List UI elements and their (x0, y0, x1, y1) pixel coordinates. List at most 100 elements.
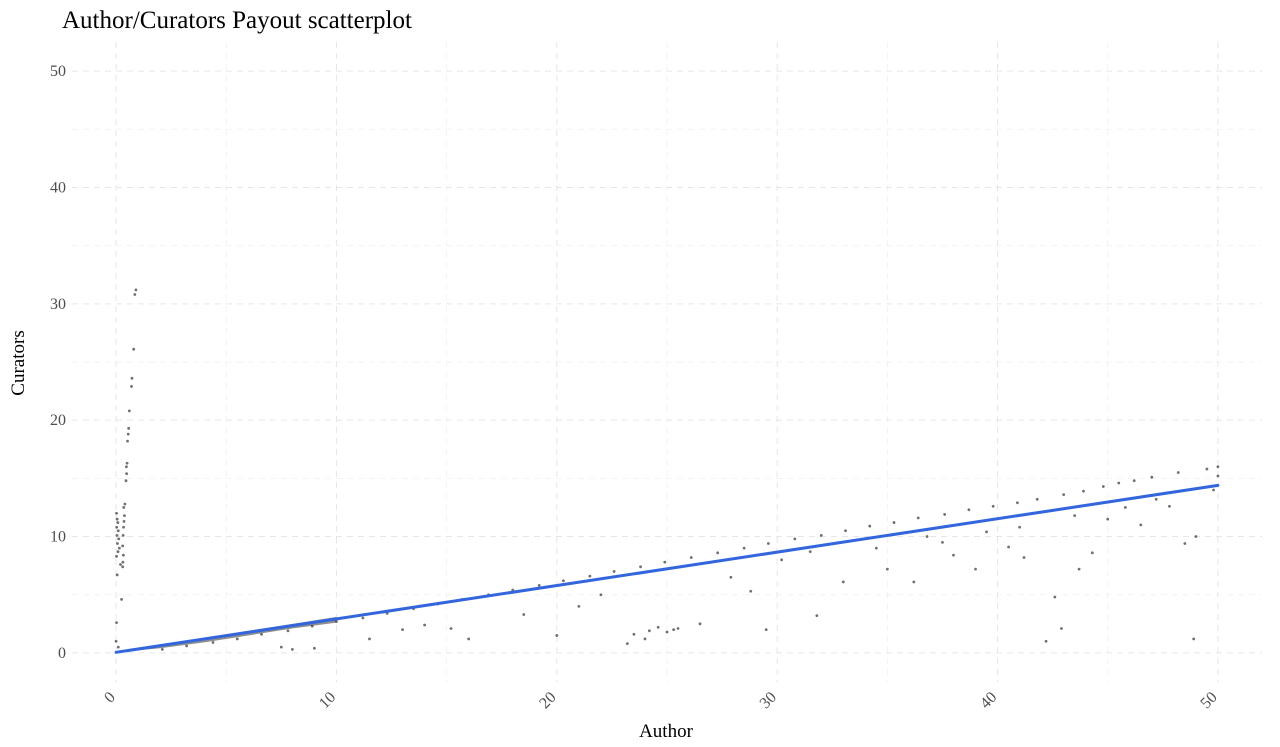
data-point (1168, 504, 1171, 508)
data-point (815, 614, 819, 618)
data-point (134, 288, 138, 292)
data-point (643, 637, 647, 641)
data-point (625, 642, 629, 645)
data-point (160, 648, 164, 651)
data-point (1183, 542, 1187, 545)
data-point (449, 627, 453, 630)
data-point (1022, 556, 1026, 559)
x-tick-label: 30 (757, 689, 780, 712)
data-point (1090, 551, 1094, 555)
data-point (1150, 475, 1154, 479)
data-point (537, 584, 541, 587)
data-point (1139, 523, 1143, 527)
y-tick-label: 10 (50, 529, 66, 546)
data-point (1117, 481, 1121, 485)
data-point (1132, 479, 1136, 483)
data-point (467, 637, 471, 641)
data-point (647, 629, 651, 633)
data-point (121, 544, 125, 548)
data-point (749, 589, 753, 593)
data-point (868, 524, 872, 528)
data-point (361, 616, 365, 620)
chart-title: Author/Curators Payout scatterplot (62, 7, 412, 34)
data-point (122, 506, 126, 509)
data-point (124, 479, 128, 483)
data-point (121, 553, 125, 557)
data-point (885, 567, 889, 571)
data-point (1007, 545, 1010, 549)
data-point (1062, 493, 1066, 497)
data-point (126, 439, 129, 443)
data-point (985, 530, 988, 534)
y-tick-label: 40 (50, 179, 66, 196)
data-point (1060, 627, 1063, 630)
y-axis-tick-labels: 0 10 20 30 40 50 (50, 63, 66, 662)
data-point (313, 646, 316, 650)
data-point (1018, 525, 1021, 529)
data-point (121, 533, 125, 537)
data-point (279, 645, 283, 649)
data-point (952, 553, 955, 557)
data-point (676, 627, 680, 630)
data-point (577, 604, 581, 608)
data-point (588, 574, 592, 578)
data-point (1035, 497, 1039, 501)
data-point (967, 508, 971, 512)
data-point (115, 621, 118, 625)
data-point (115, 511, 118, 515)
data-point (211, 641, 215, 644)
data-point (119, 563, 122, 566)
data-point (114, 639, 118, 643)
data-point (764, 628, 768, 632)
data-point (115, 554, 118, 558)
data-point (766, 542, 770, 545)
data-point (912, 580, 916, 584)
data-point (423, 623, 426, 627)
data-point (974, 567, 977, 571)
data-point (522, 613, 526, 616)
data-point (122, 520, 126, 523)
data-point (115, 533, 119, 537)
data-point (121, 565, 125, 569)
data-point (925, 535, 929, 538)
data-point (126, 432, 130, 436)
data-point (1123, 506, 1127, 509)
data-point (121, 560, 125, 564)
data-point (562, 579, 565, 583)
data-point (130, 376, 134, 380)
data-point (125, 465, 128, 469)
data-point (116, 529, 120, 533)
data-point (235, 637, 239, 641)
x-tick-label: 40 (977, 689, 1000, 712)
data-point (599, 593, 603, 597)
data-point (130, 385, 133, 388)
data-point (698, 622, 702, 626)
data-point (115, 517, 119, 521)
data-point (185, 644, 188, 648)
data-point (1212, 488, 1215, 492)
data-points (114, 288, 1220, 651)
x-tick-label: 0 (101, 689, 119, 707)
data-point (808, 550, 812, 554)
x-axis-title: Author (639, 721, 694, 742)
data-point (116, 550, 120, 554)
x-axis-tick-labels: 0 10 20 30 40 50 (101, 689, 1221, 712)
data-point (716, 551, 720, 555)
data-point (1082, 489, 1085, 493)
data-point (260, 632, 263, 636)
data-point (116, 521, 120, 524)
data-point (663, 560, 667, 564)
data-point (1053, 595, 1057, 599)
data-point (612, 570, 616, 573)
data-point (1101, 485, 1105, 488)
data-point (1216, 474, 1220, 478)
data-point (117, 537, 121, 541)
data-point (1216, 465, 1220, 469)
data-point (123, 502, 127, 506)
data-point (123, 514, 126, 517)
data-point (656, 625, 660, 629)
data-point (1106, 517, 1110, 521)
data-point (1154, 497, 1158, 501)
data-point (632, 632, 636, 636)
